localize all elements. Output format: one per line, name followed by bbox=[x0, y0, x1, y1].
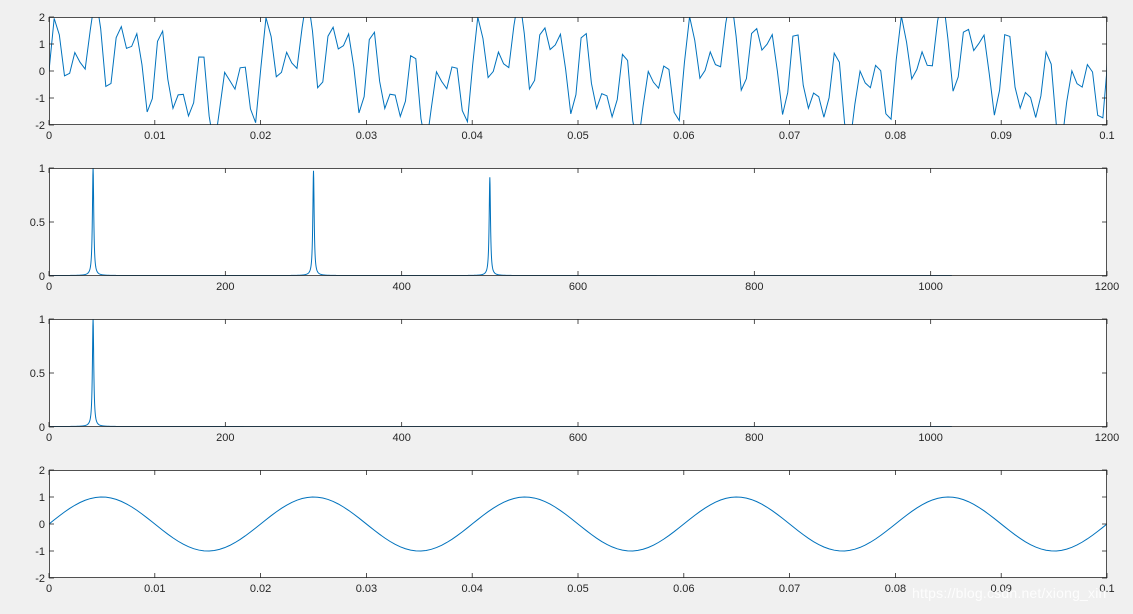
x-tick-label: 800 bbox=[745, 432, 763, 444]
x-tick-label: 0.05 bbox=[567, 130, 588, 142]
x-tick-label: 0.07 bbox=[779, 130, 800, 142]
subplot-time-signal[interactable]: 0 0.01 0.02 0.03 0.04 0.05 0.06 0.07 0.08 0.09 0.1… bbox=[35, 0, 1114, 147]
x-tick-label: 0.09 bbox=[990, 130, 1011, 142]
x-tick-label: 600 bbox=[569, 281, 587, 293]
y-tick-label: 0 bbox=[39, 519, 45, 531]
y-tick-label: 2 bbox=[39, 12, 45, 24]
x-tick-label: 0.01 bbox=[144, 130, 165, 142]
axes-background bbox=[49, 168, 1107, 276]
x-tick-label: 0.04 bbox=[461, 130, 482, 142]
x-tick-label: 0.02 bbox=[250, 130, 271, 142]
x-tick-label: 200 bbox=[216, 432, 234, 444]
y-tick-label: -1 bbox=[35, 546, 45, 558]
axes-background bbox=[49, 319, 1107, 427]
x-tick-label: 0 bbox=[46, 130, 52, 142]
x-tick-label: 400 bbox=[392, 432, 410, 444]
x-tick-label: 0.02 bbox=[250, 583, 271, 595]
x-tick-label: 0.06 bbox=[673, 583, 694, 595]
x-tick-label: 1000 bbox=[918, 281, 942, 293]
x-tick-label: 0 bbox=[46, 583, 52, 595]
subplot-spectrum[interactable]: 0 200 400 600 800 1000 1200 0 0.5 1 bbox=[30, 163, 1120, 293]
x-tick-label: 1000 bbox=[918, 432, 942, 444]
y-tick-label: -2 bbox=[35, 573, 45, 585]
y-tick-label: 2 bbox=[39, 465, 45, 477]
x-tick-label: 0.1 bbox=[1099, 583, 1114, 595]
y-tick-label: 0.5 bbox=[30, 368, 45, 380]
y-tick-label: 1 bbox=[39, 163, 45, 175]
watermark: https://blog.csdn.net/xiong_xin bbox=[912, 585, 1107, 601]
series-line bbox=[49, 496, 1107, 552]
y-tick-label: -1 bbox=[35, 93, 45, 105]
y-tick-label: -2 bbox=[35, 120, 45, 132]
x-tick-label: 200 bbox=[216, 281, 234, 293]
x-tick-label: 600 bbox=[569, 432, 587, 444]
y-tick-label: 0.5 bbox=[30, 217, 45, 229]
x-tick-label: 400 bbox=[392, 281, 410, 293]
y-tick-label: 1 bbox=[39, 492, 45, 504]
y-tick-label: 0 bbox=[39, 271, 45, 283]
subplot-filtered-spectrum[interactable]: 0 200 400 600 800 1000 1200 0 0.5 1 bbox=[30, 314, 1120, 444]
subplot-filtered-signal[interactable]: 0 0.01 0.02 0.03 0.04 0.05 0.06 0.07 0.08 0.09 0.1… bbox=[35, 465, 1114, 595]
x-tick-label: 0.08 bbox=[885, 130, 906, 142]
x-tick-label: 0.04 bbox=[461, 583, 482, 595]
x-tick-label: 0.03 bbox=[356, 583, 377, 595]
x-tick-label: 0.1 bbox=[1099, 130, 1114, 142]
x-tick-label: 1200 bbox=[1095, 432, 1119, 444]
y-tick-label: 0 bbox=[39, 66, 45, 78]
series-line bbox=[49, 17, 1107, 125]
x-tick-label: 0.07 bbox=[779, 583, 800, 595]
x-tick-label: 0.06 bbox=[673, 130, 694, 142]
x-tick-label: 0.03 bbox=[356, 130, 377, 142]
y-tick-label: 1 bbox=[39, 314, 45, 326]
x-tick-label: 0.01 bbox=[144, 583, 165, 595]
x-tick-label: 1200 bbox=[1095, 281, 1119, 293]
x-tick-label: 0.05 bbox=[567, 583, 588, 595]
x-tick-label: 0.09 bbox=[990, 583, 1011, 595]
x-tick-label: 0 bbox=[46, 281, 52, 293]
x-tick-label: 0.08 bbox=[885, 583, 906, 595]
x-tick-label: 800 bbox=[745, 281, 763, 293]
x-tick-label: 0 bbox=[46, 432, 52, 444]
y-tick-label: 0 bbox=[39, 422, 45, 434]
y-tick-label: 1 bbox=[39, 39, 45, 51]
